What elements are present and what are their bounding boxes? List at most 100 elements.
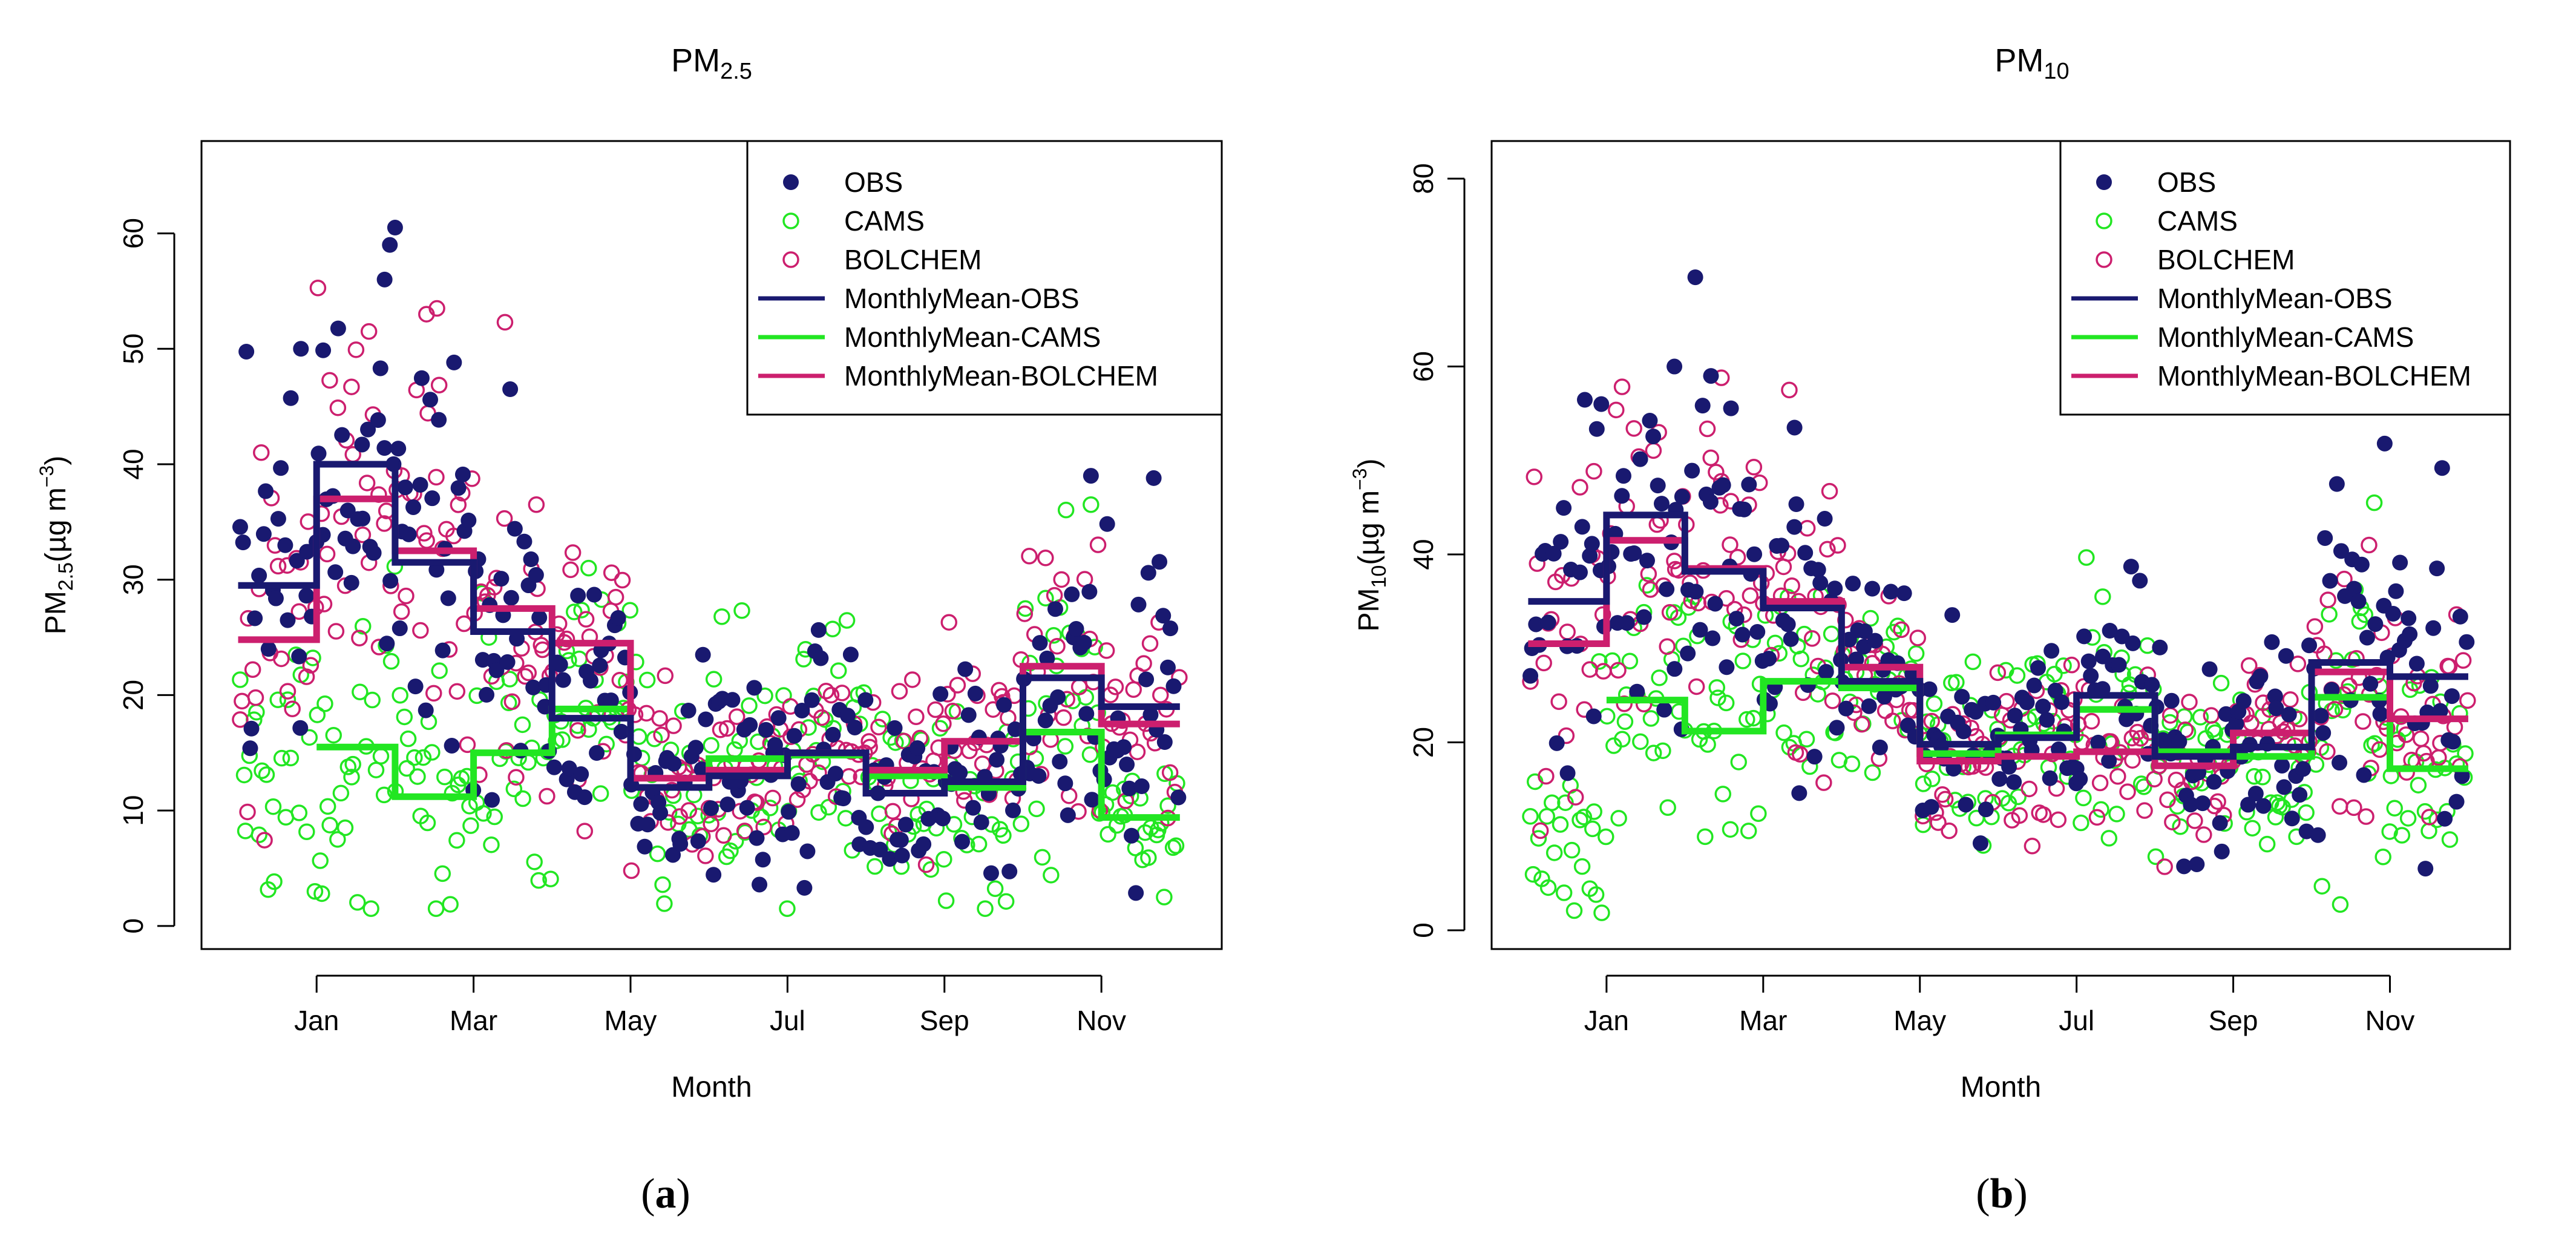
bolchem-point (944, 703, 962, 720)
cams-point (2008, 667, 2026, 684)
obs-point (794, 702, 810, 718)
obs-point (2267, 688, 2283, 705)
obs-point (767, 737, 783, 753)
bolchem-point (833, 685, 851, 702)
legend-label: MonthlyMean-OBS (844, 283, 1080, 314)
obs-point (258, 483, 274, 499)
cams-point (1140, 849, 1157, 866)
obs-point (291, 648, 307, 665)
obs-point (1614, 488, 1630, 504)
cams-point (2078, 549, 2095, 566)
obs-point (2201, 661, 2218, 677)
obs-point (2042, 770, 2058, 786)
legend-symbol-bolchem-point (2096, 251, 2112, 268)
bolchem-point (428, 468, 445, 486)
obs-point (2437, 810, 2453, 827)
cams-point (444, 784, 461, 802)
cams-point (756, 687, 773, 705)
bolchem-point (2209, 793, 2226, 810)
cams-point (352, 683, 369, 701)
obs-point (967, 685, 983, 702)
obs-point (1817, 511, 1833, 527)
obs-point (746, 680, 762, 696)
obs-point (1582, 548, 1598, 564)
cams-point (936, 850, 952, 868)
bolchem-point (1688, 678, 1705, 695)
obs-point (2125, 635, 2141, 651)
cams-point (2386, 800, 2403, 817)
cams-point (922, 861, 939, 878)
obs-point (2183, 797, 2199, 813)
obs-point (2039, 712, 2055, 728)
obs-point (2163, 692, 2180, 709)
obs-point (960, 707, 977, 723)
obs-point (786, 728, 802, 744)
obs-point (1559, 765, 1576, 781)
obs-point (1585, 708, 1602, 724)
bolchem-point (577, 611, 595, 628)
obs-point (2264, 634, 2280, 650)
obs-point (672, 836, 689, 852)
obs-point (2359, 629, 2375, 646)
obs-point (857, 692, 874, 708)
obs-point (1639, 553, 1655, 569)
cams-point (1593, 904, 1610, 921)
bolchem-point (1021, 548, 1038, 565)
cams-point (448, 832, 465, 849)
cams-point (621, 602, 638, 619)
cams-point (526, 853, 543, 870)
bolchem-point (1661, 603, 1679, 621)
bolchem-point (2454, 652, 2472, 669)
obs-point (742, 717, 758, 733)
bolchem-point (539, 787, 556, 805)
obs-point (2030, 660, 2047, 676)
bolchem-point (1819, 540, 1836, 558)
bolchem-point (1550, 693, 1567, 711)
y-tick-label: 30 (117, 564, 149, 595)
cams-point (1522, 808, 1539, 825)
x-tick-label: Sep (2209, 1005, 2258, 1036)
obs-point (401, 526, 417, 542)
legend-symbol-cams-point (782, 212, 799, 229)
obs-point (1797, 545, 1814, 561)
cams-point (1654, 742, 1671, 760)
obs-point (2432, 703, 2448, 719)
bolchem-point (927, 701, 944, 718)
cams-point (1057, 501, 1075, 519)
bolchem-point (2289, 656, 2307, 672)
bolchem-point (450, 496, 467, 513)
bolchem-point (1824, 692, 1841, 709)
obs-point (2268, 700, 2284, 717)
cams-point (1632, 733, 1649, 751)
obs-point (2353, 556, 2370, 573)
cams-point (1584, 820, 1601, 838)
cams-point (722, 842, 739, 859)
obs-point (1876, 689, 1892, 705)
bolchem-point (822, 686, 840, 704)
obs-point (1780, 616, 1796, 632)
cams-point (1708, 679, 1726, 696)
obs-point (1078, 706, 1095, 722)
cams-point (1045, 627, 1063, 644)
cams-point (396, 708, 413, 726)
cams-point (1889, 617, 1906, 634)
obs-point (1749, 623, 1766, 640)
obs-point (2076, 628, 2093, 645)
obs-point (1133, 778, 1150, 795)
obs-point (2429, 560, 2445, 577)
y-axis-label-unit: (µg m (1353, 490, 1385, 565)
panel-caption: (a) (641, 1171, 690, 1217)
panel-caption-open: ( (1976, 1171, 1990, 1217)
bolchem-point (1936, 790, 1954, 808)
cams-point (592, 785, 609, 802)
bolchem-point (810, 764, 827, 781)
cams-point (530, 872, 547, 889)
cams-point (501, 671, 519, 688)
obs-point (577, 789, 593, 806)
obs-point (887, 720, 903, 736)
cams-point (1156, 889, 1173, 905)
bolchem-point (459, 736, 476, 754)
bolchem-point (360, 323, 378, 340)
obs-point (2454, 768, 2470, 784)
cams-point (1638, 577, 1656, 594)
